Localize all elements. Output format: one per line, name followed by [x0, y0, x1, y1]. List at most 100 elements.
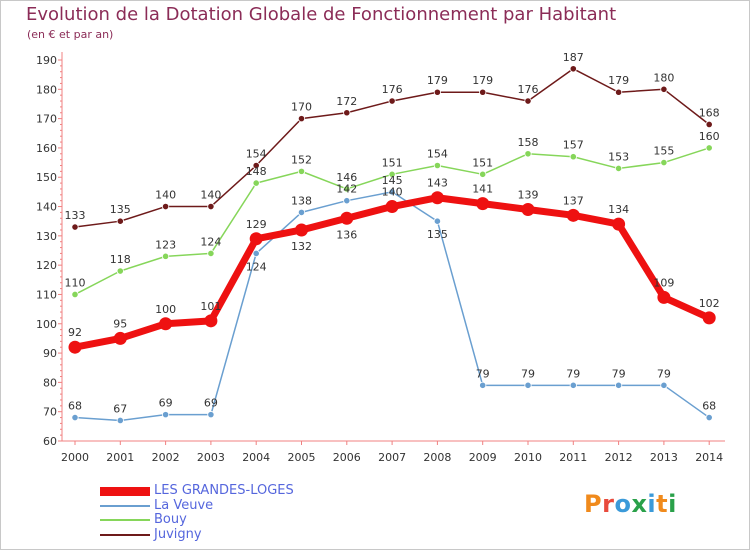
y-tick-label: 60	[43, 435, 57, 448]
data-label-la-veuve: 67	[113, 402, 127, 415]
data-label-bouy: 146	[336, 171, 357, 184]
data-point-la-veuve	[71, 413, 79, 422]
data-point-juvigny	[433, 88, 441, 96]
x-tick-label: 2008	[423, 451, 451, 464]
data-point-bouy	[433, 161, 441, 170]
data-point-juvigny	[297, 115, 306, 123]
data-point-les-grandes-loges	[612, 217, 626, 231]
data-label-juvigny: 154	[246, 148, 267, 161]
data-label-la-veuve: 79	[657, 367, 671, 380]
data-label-les-grandes-loges: 101	[200, 300, 221, 313]
data-label-bouy: 151	[382, 156, 403, 169]
data-label-bouy: 158	[518, 136, 539, 149]
x-tick-label: 2013	[650, 451, 678, 464]
data-point-bouy	[343, 185, 351, 193]
y-tick-label: 80	[43, 376, 57, 389]
logo-letter: i	[668, 490, 677, 518]
y-tick-label: 130	[36, 230, 57, 243]
logo-letter: P	[584, 490, 603, 518]
x-tick-label: 2006	[333, 451, 361, 464]
data-label-bouy: 123	[155, 238, 176, 251]
data-point-bouy	[660, 158, 668, 167]
x-tick-label: 2009	[469, 451, 497, 464]
data-label-la-veuve: 79	[612, 367, 626, 380]
data-point-les-grandes-loges	[249, 232, 263, 246]
data-point-juvigny	[388, 97, 396, 105]
y-tick-label: 90	[43, 347, 57, 360]
chart-title: Evolution de la Dotation Globale de Fonc…	[26, 4, 617, 25]
data-label-les-grandes-loges: 100	[155, 303, 176, 316]
logo-letter: r	[602, 490, 615, 518]
data-label-les-grandes-loges: 129	[246, 218, 267, 231]
data-point-bouy	[524, 150, 532, 158]
data-label-juvigny: 176	[382, 83, 403, 96]
x-tick-label: 2004	[242, 451, 270, 464]
data-point-les-grandes-loges	[521, 202, 535, 216]
data-point-la-veuve	[569, 381, 577, 389]
data-point-bouy	[614, 164, 623, 173]
data-label-juvigny: 180	[653, 71, 674, 84]
data-point-les-grandes-loges	[295, 223, 308, 237]
data-label-bouy: 124	[200, 235, 221, 248]
data-label-juvigny: 179	[427, 74, 448, 87]
x-tick-label: 2002	[152, 451, 180, 464]
data-point-juvigny	[479, 88, 487, 96]
x-tick-label: 2007	[378, 451, 406, 464]
x-tick-label: 2010	[514, 451, 542, 464]
data-point-juvigny	[252, 161, 260, 170]
data-label-juvigny: 170	[291, 101, 312, 114]
data-label-juvigny: 140	[155, 189, 176, 202]
data-point-bouy	[297, 167, 306, 175]
data-point-bouy	[569, 153, 577, 161]
data-point-juvigny	[705, 120, 713, 129]
data-point-juvigny	[162, 202, 170, 211]
data-point-la-veuve	[524, 381, 532, 389]
data-point-les-grandes-loges	[204, 314, 218, 328]
data-point-la-veuve	[252, 249, 260, 258]
data-label-les-grandes-loges: 134	[608, 203, 629, 216]
data-label-les-grandes-loges: 92	[68, 326, 82, 339]
data-point-les-grandes-loges	[566, 208, 580, 222]
data-point-bouy	[162, 252, 170, 260]
x-tick-label: 2003	[197, 451, 225, 464]
data-label-la-veuve: 124	[246, 260, 267, 273]
data-point-la-veuve	[162, 411, 170, 419]
legend-swatch	[100, 486, 150, 496]
data-point-les-grandes-loges	[476, 197, 490, 211]
data-point-bouy	[252, 179, 260, 187]
data-label-bouy: 148	[246, 165, 267, 178]
x-tick-label: 2001	[106, 451, 134, 464]
legend-swatch	[100, 519, 150, 522]
data-point-juvigny	[524, 97, 532, 105]
data-label-bouy: 118	[110, 253, 131, 266]
data-point-bouy	[479, 170, 487, 178]
data-label-bouy: 152	[291, 153, 312, 166]
data-label-la-veuve: 145	[382, 174, 403, 187]
data-point-la-veuve	[297, 208, 306, 216]
y-tick-label: 170	[36, 113, 57, 126]
data-label-bouy: 157	[563, 139, 584, 152]
data-label-les-grandes-loges: 140	[382, 186, 403, 199]
data-label-bouy: 110	[65, 276, 86, 289]
data-label-les-grandes-loges: 136	[336, 228, 357, 241]
data-label-juvigny: 179	[472, 74, 493, 87]
data-point-les-grandes-loges	[68, 340, 82, 354]
data-point-bouy	[71, 290, 79, 299]
data-label-bouy: 153	[608, 150, 629, 163]
x-tick-label: 2012	[605, 451, 633, 464]
data-label-la-veuve: 68	[702, 400, 716, 413]
x-tick-label: 2011	[559, 451, 587, 464]
data-label-la-veuve: 69	[204, 397, 218, 410]
data-point-la-veuve	[433, 217, 441, 225]
data-label-la-veuve: 79	[521, 367, 535, 380]
data-point-bouy	[705, 144, 713, 152]
data-label-les-grandes-loges: 139	[518, 188, 539, 201]
data-point-les-grandes-loges	[385, 200, 399, 214]
data-point-la-veuve	[705, 413, 713, 422]
data-label-bouy: 155	[653, 145, 674, 158]
data-label-juvigny: 140	[200, 189, 221, 202]
y-tick-label: 180	[36, 83, 57, 96]
y-tick-label: 100	[36, 318, 57, 331]
logo-letter: o	[614, 490, 632, 518]
